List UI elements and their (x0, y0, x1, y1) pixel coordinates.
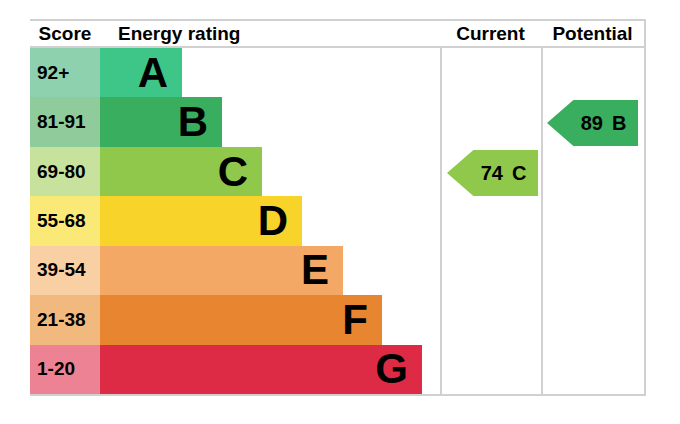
rating-bar-f: F (100, 295, 382, 344)
score-range-cell: 21-38 (30, 295, 100, 344)
rating-letter: B (178, 101, 208, 143)
epc-energy-rating-chart: Score Energy rating Current Potential 92… (0, 0, 680, 424)
potential-column-header: Potential (541, 23, 644, 45)
rating-row-g: 1-20 G (30, 345, 542, 394)
potential-rating-letter: B (612, 112, 626, 135)
rating-row-d: 55-68 D (30, 196, 542, 245)
score-range-cell: 39-54 (30, 246, 100, 295)
rating-bar-b: B (100, 97, 222, 146)
rating-bar-a: A (100, 48, 182, 97)
score-range-cell: 55-68 (30, 196, 100, 245)
rating-bar-e: E (100, 246, 343, 295)
potential-column-divider (541, 21, 543, 394)
score-range-cell: 81-91 (30, 97, 100, 146)
rating-row-a: 92+ A (30, 48, 542, 97)
rating-table: Score Energy rating Current Potential 92… (30, 19, 646, 396)
rating-letter: A (138, 52, 168, 94)
rating-row-f: 21-38 F (30, 295, 542, 344)
rating-bands: 92+ A 81-91 B 69-80 C 55-68 D 39-54 E 21… (30, 48, 542, 394)
score-range-cell: 69-80 (30, 147, 100, 196)
current-rating-value: 74 (481, 162, 503, 185)
rating-letter: G (375, 348, 408, 390)
potential-rating-arrow: 89 B (547, 100, 638, 146)
rating-bar-g: G (100, 345, 422, 394)
current-column-divider (440, 21, 442, 394)
rating-letter: C (218, 151, 248, 193)
rating-letter: D (258, 200, 288, 242)
rating-letter: F (342, 299, 368, 341)
energy-rating-column-header: Energy rating (100, 23, 440, 45)
rating-bar-c: C (100, 147, 262, 196)
rating-row-b: 81-91 B (30, 97, 542, 146)
score-range-cell: 1-20 (30, 345, 100, 394)
table-header-row: Score Energy rating Current Potential (30, 21, 644, 48)
current-rating-letter: C (512, 162, 526, 185)
score-range-cell: 92+ (30, 48, 100, 97)
rating-bar-d: D (100, 196, 302, 245)
rating-row-e: 39-54 E (30, 246, 542, 295)
current-column-header: Current (440, 23, 541, 45)
score-column-header: Score (30, 23, 100, 45)
rating-letter: E (301, 249, 329, 291)
potential-rating-value: 89 (581, 112, 603, 135)
